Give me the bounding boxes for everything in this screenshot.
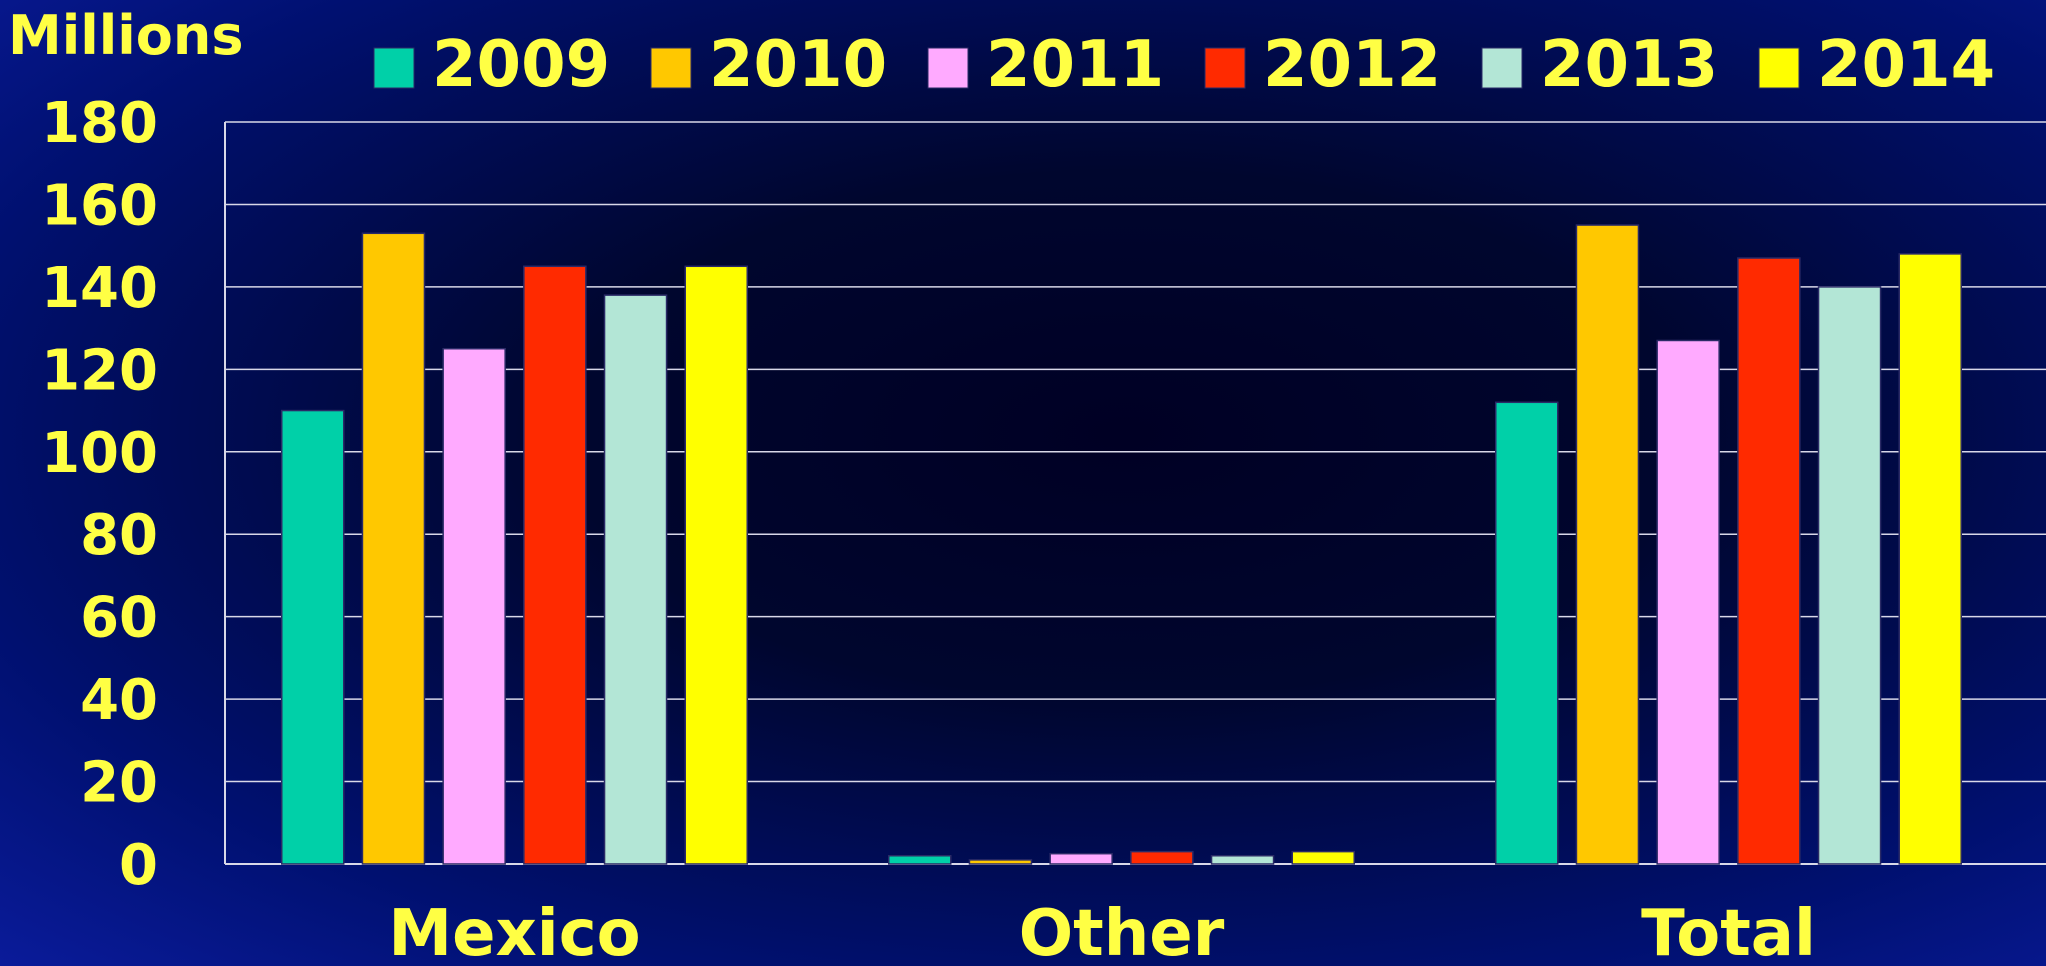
y-tick-label: 160 xyxy=(41,173,158,238)
category-label: Other xyxy=(1019,897,1225,966)
legend-swatch xyxy=(1205,48,1245,88)
bar xyxy=(605,295,667,864)
bar xyxy=(685,266,747,864)
legend-label: 2012 xyxy=(1263,28,1441,102)
bar xyxy=(1738,258,1800,864)
bar xyxy=(1131,852,1193,864)
legend-swatch xyxy=(1759,48,1799,88)
y-tick-label: 0 xyxy=(119,833,158,898)
y-tick-label: 40 xyxy=(80,668,158,733)
legend-label: 2013 xyxy=(1540,28,1718,102)
legend-label: 2014 xyxy=(1817,28,1995,102)
bar xyxy=(1496,402,1558,864)
category-label: Mexico xyxy=(388,897,640,966)
bar xyxy=(1050,854,1112,864)
legend-swatch xyxy=(1482,48,1522,88)
bar xyxy=(443,349,505,864)
bar xyxy=(282,411,344,864)
bar xyxy=(889,856,951,864)
legend-label: 2009 xyxy=(432,28,610,102)
bar xyxy=(1292,852,1354,864)
legend-swatch xyxy=(928,48,968,88)
legend-swatch xyxy=(651,48,691,88)
y-tick-label: 120 xyxy=(41,338,158,403)
y-tick-label: 100 xyxy=(41,421,158,486)
bar xyxy=(362,233,424,864)
y-tick-label: 80 xyxy=(80,503,158,568)
bar xyxy=(1576,225,1638,864)
category-label: Total xyxy=(1641,897,1816,966)
bar xyxy=(1657,340,1719,864)
legend-label: 2010 xyxy=(709,28,887,102)
y-tick-label: 140 xyxy=(41,256,158,321)
y-tick-label: 60 xyxy=(80,586,158,651)
legend-label: 2011 xyxy=(986,28,1164,102)
y-tick-label: 20 xyxy=(80,751,158,816)
bar xyxy=(969,860,1031,864)
bar xyxy=(1899,254,1961,864)
bar xyxy=(524,266,586,864)
y-tick-label: 180 xyxy=(41,91,158,156)
bar xyxy=(1212,856,1274,864)
bar xyxy=(1819,287,1881,864)
legend-swatch xyxy=(374,48,414,88)
